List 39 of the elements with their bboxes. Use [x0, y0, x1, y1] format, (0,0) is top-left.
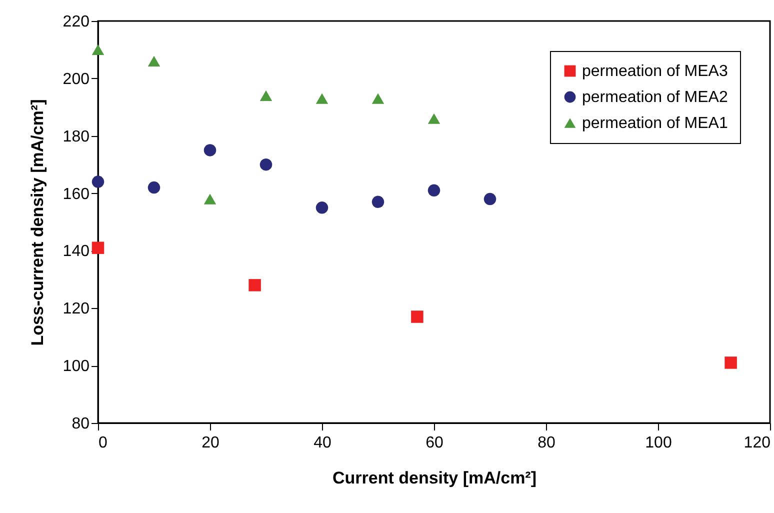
- point: [484, 192, 496, 206]
- point: [260, 90, 272, 101]
- legend-label: permeation of MEA1: [582, 115, 728, 132]
- x-tick-label: 40: [314, 434, 332, 452]
- y-tick-label: 100: [62, 358, 90, 376]
- point: [372, 93, 384, 104]
- legend-label: permeation of MEA3: [582, 63, 728, 80]
- legend-label: permeation of MEA2: [582, 89, 728, 106]
- point: [204, 144, 216, 156]
- x-tick-label: 120: [744, 434, 771, 452]
- point: [92, 242, 104, 254]
- point: [411, 310, 424, 323]
- y-tick-label: 160: [62, 186, 90, 203]
- point: [204, 194, 216, 204]
- x-tick-label: 100: [645, 434, 672, 452]
- point: [724, 356, 737, 369]
- x-tick-label: 0: [98, 434, 108, 452]
- x-tick-label: 20: [202, 434, 220, 452]
- point: [316, 93, 328, 104]
- point: [428, 113, 440, 124]
- y-tick-label: 120: [62, 300, 90, 318]
- point: [92, 176, 104, 188]
- point: [148, 181, 160, 194]
- y-axis-title: Loss-current density [mA/cm²]: [28, 99, 47, 346]
- x-axis-title: Current density [mA/cm²]: [332, 468, 537, 488]
- point: [260, 158, 272, 171]
- y-tick-label: 140: [62, 243, 90, 260]
- point: [248, 279, 261, 292]
- y-tick-label: 80: [72, 416, 90, 432]
- point: [428, 184, 440, 197]
- point: [148, 56, 160, 67]
- point: [92, 44, 104, 56]
- x-tick-label: 80: [538, 434, 556, 452]
- y-tick-label: 220: [62, 14, 90, 30]
- point: [316, 202, 328, 214]
- x-tick-label: 60: [426, 434, 444, 452]
- point: [372, 196, 384, 208]
- y-tick-label: 180: [62, 128, 90, 146]
- y-tick-label: 200: [62, 70, 90, 88]
